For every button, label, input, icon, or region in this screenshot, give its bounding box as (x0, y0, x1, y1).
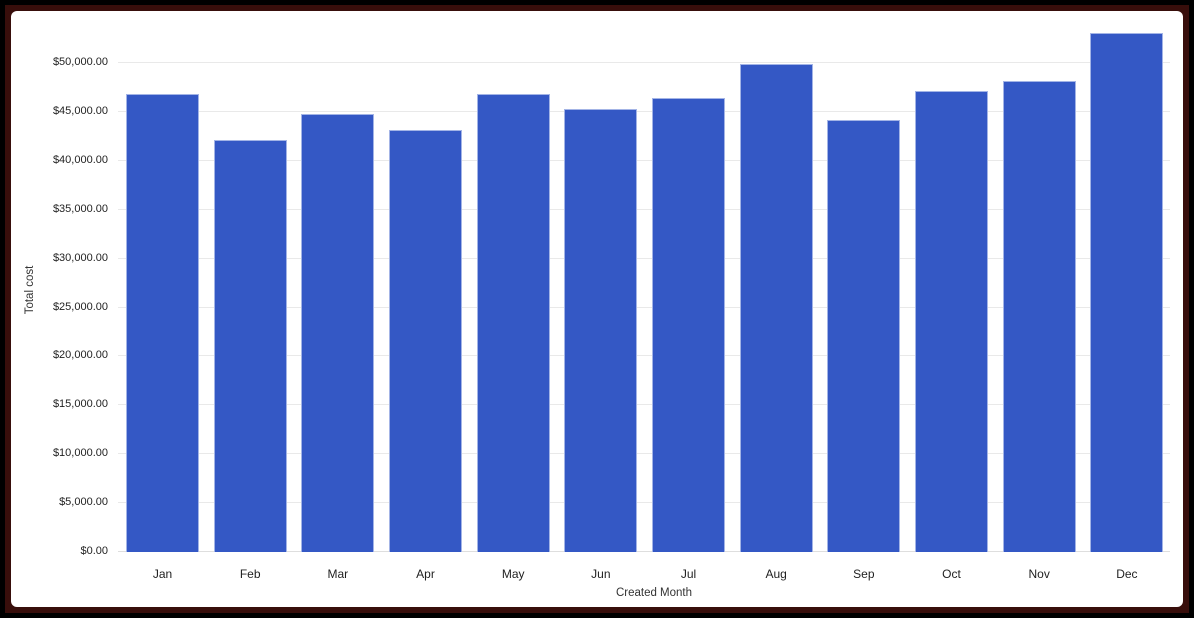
y-tick-label: $50,000.00 (52, 56, 108, 69)
gridline (118, 208, 1170, 210)
x-tick-label: Oct (942, 567, 961, 581)
gridline (118, 62, 1170, 64)
y-tick-label: $25,000.00 (52, 300, 108, 313)
gridline (118, 257, 1170, 259)
gridline (118, 404, 1170, 406)
x-tick-label: May (501, 567, 525, 581)
x-tick-label: Apr (416, 567, 435, 581)
gridline (118, 159, 1170, 161)
window-frame-inner: Total cost $0.00 $5,000.00 $10,000.00 $15,0… (5, 5, 1189, 613)
bar-aug[interactable] (739, 64, 813, 552)
bar-nov[interactable] (1002, 80, 1076, 552)
bar-feb[interactable] (213, 139, 287, 552)
bar-mar[interactable] (301, 113, 375, 552)
x-tick-label: Sep (853, 567, 875, 581)
y-tick-label: $5,000.00 (59, 496, 108, 509)
x-axis-title: Created Month (615, 587, 693, 599)
gridline (118, 355, 1170, 357)
y-tick-label: $15,000.00 (52, 398, 108, 411)
x-tick-label: Jun (591, 567, 611, 581)
x-tick-label: Mar (327, 567, 349, 581)
gridline (118, 502, 1170, 504)
bar-jun[interactable] (564, 109, 638, 552)
x-tick-label: Dec (1116, 567, 1138, 581)
bar-oct[interactable] (915, 90, 989, 552)
bar-chart: Total cost $0.00 $5,000.00 $10,000.00 $15,0… (11, 11, 1183, 607)
x-tick-label: Jul (680, 567, 697, 581)
bar-may[interactable] (476, 93, 550, 552)
bar-jan[interactable] (126, 94, 199, 552)
y-tick-label: $40,000.00 (52, 153, 108, 166)
x-tick-label: Jan (152, 567, 173, 581)
gridline (118, 551, 1170, 552)
bar-jul[interactable] (652, 98, 726, 552)
gridline (118, 306, 1170, 308)
x-tick-label: Nov (1028, 567, 1050, 581)
y-tick-label: $35,000.00 (52, 202, 108, 215)
bar-apr[interactable] (389, 129, 462, 552)
gridline (118, 111, 1170, 113)
bar-sep[interactable] (827, 120, 901, 552)
y-tick-label: $45,000.00 (52, 105, 108, 118)
gridline (118, 453, 1170, 455)
y-tick-label: $10,000.00 (52, 447, 108, 460)
bar-dec[interactable] (1090, 32, 1164, 552)
y-tick-label: $20,000.00 (52, 349, 108, 362)
x-tick-label: Feb (239, 567, 261, 581)
y-tick-label: $0.00 (80, 545, 108, 557)
x-tick-label: Aug (765, 567, 787, 581)
y-tick-label: $30,000.00 (52, 251, 108, 264)
